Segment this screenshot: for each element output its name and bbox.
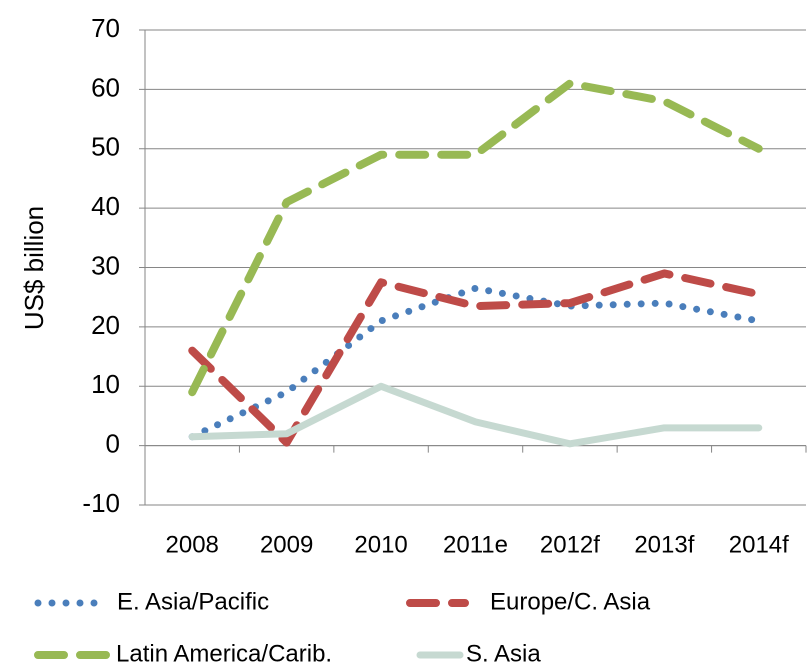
y-axis-label: US$ billion — [19, 206, 49, 330]
y-tick-label: 0 — [106, 429, 120, 459]
y-tick-label: 20 — [91, 310, 120, 340]
series-line — [188, 79, 763, 397]
x-tick-label: 2013f — [634, 531, 694, 558]
series-line — [188, 382, 763, 448]
x-tick-label: 2011e — [443, 531, 508, 558]
y-tick-label: -10 — [82, 488, 120, 518]
y-tick-label: 40 — [91, 191, 120, 221]
legend-label: Latin America/Carib. — [116, 640, 332, 667]
legend-label: S. Asia — [466, 640, 541, 667]
series-line — [188, 284, 763, 441]
y-tick-label: 50 — [91, 132, 120, 162]
x-tick-label: 2012f — [540, 531, 600, 558]
x-tick-label: 2014f — [729, 531, 789, 558]
y-tick-label: 10 — [91, 369, 120, 399]
series-line — [188, 269, 763, 447]
y-tick-label: 70 — [91, 13, 120, 43]
legend-label: Europe/C. Asia — [490, 588, 651, 615]
x-tick-label: 2010 — [354, 531, 407, 558]
x-tick-label: 2008 — [166, 531, 219, 558]
y-tick-label: 60 — [91, 72, 120, 102]
legend-label: E. Asia/Pacific — [117, 588, 269, 615]
x-tick-label: 2009 — [260, 531, 313, 558]
y-tick-label: 30 — [91, 250, 120, 280]
